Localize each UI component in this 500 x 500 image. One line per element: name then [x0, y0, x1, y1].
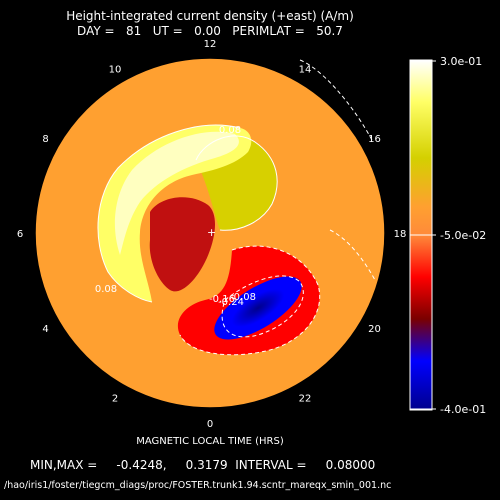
- hour-tick-6: 6: [17, 229, 23, 240]
- contour-label: -0.16: [209, 294, 235, 305]
- x-axis-label: MAGNETIC LOCAL TIME (HRS): [136, 436, 284, 447]
- hour-tick-2: 2: [112, 394, 118, 405]
- contour-label: -0.08: [230, 292, 256, 303]
- polar-field: [35, 58, 385, 408]
- hour-tick-8: 8: [42, 134, 48, 145]
- chart-title: Height-integrated current density (+east…: [66, 9, 354, 23]
- hour-tick-12: 12: [204, 39, 217, 50]
- hour-tick-20: 20: [368, 324, 381, 335]
- negative-minimum-cell: [214, 276, 302, 340]
- contour-label: -0.24: [218, 297, 244, 308]
- plot-boundary: [34, 57, 386, 409]
- hour-tick-18: 18: [394, 229, 407, 240]
- dusk-positive-core: [114, 131, 239, 255]
- pole-marker: +: [207, 226, 216, 239]
- min-max-readout: MIN,MAX = -0.4248, 0.3179 INTERVAL = 0.0…: [30, 458, 376, 472]
- colorbar-max-label: 3.0e-01: [440, 55, 483, 68]
- contour-labels: 0.08 0.08 -0.08-0.24-0.16: [95, 125, 256, 308]
- contour-label: 0.08: [219, 125, 241, 136]
- chart-subtitle: DAY = 81 UT = 0.00 PERIMLAT = 50.7: [77, 24, 343, 38]
- hour-tick-10: 10: [109, 65, 122, 76]
- file-path: /hao/iris1/foster/tiegcm_diags/proc/FOST…: [4, 480, 392, 491]
- hour-ticks: 0 2 4 6 8 10 12 14 16 18 20 22: [17, 39, 407, 430]
- contour-lines: [97, 59, 376, 356]
- hour-tick-0: 0: [207, 419, 213, 430]
- hour-tick-4: 4: [42, 324, 48, 335]
- hour-tick-22: 22: [299, 394, 312, 405]
- contour-label: 0.08: [95, 284, 117, 295]
- negative-inner-cell: [149, 197, 216, 292]
- hour-tick-16: 16: [368, 134, 381, 145]
- colorbar-mid-label: -5.0e-02: [440, 229, 487, 242]
- hour-tick-14: 14: [299, 65, 312, 76]
- colorbar-min-label: -4.0e-01: [440, 403, 487, 416]
